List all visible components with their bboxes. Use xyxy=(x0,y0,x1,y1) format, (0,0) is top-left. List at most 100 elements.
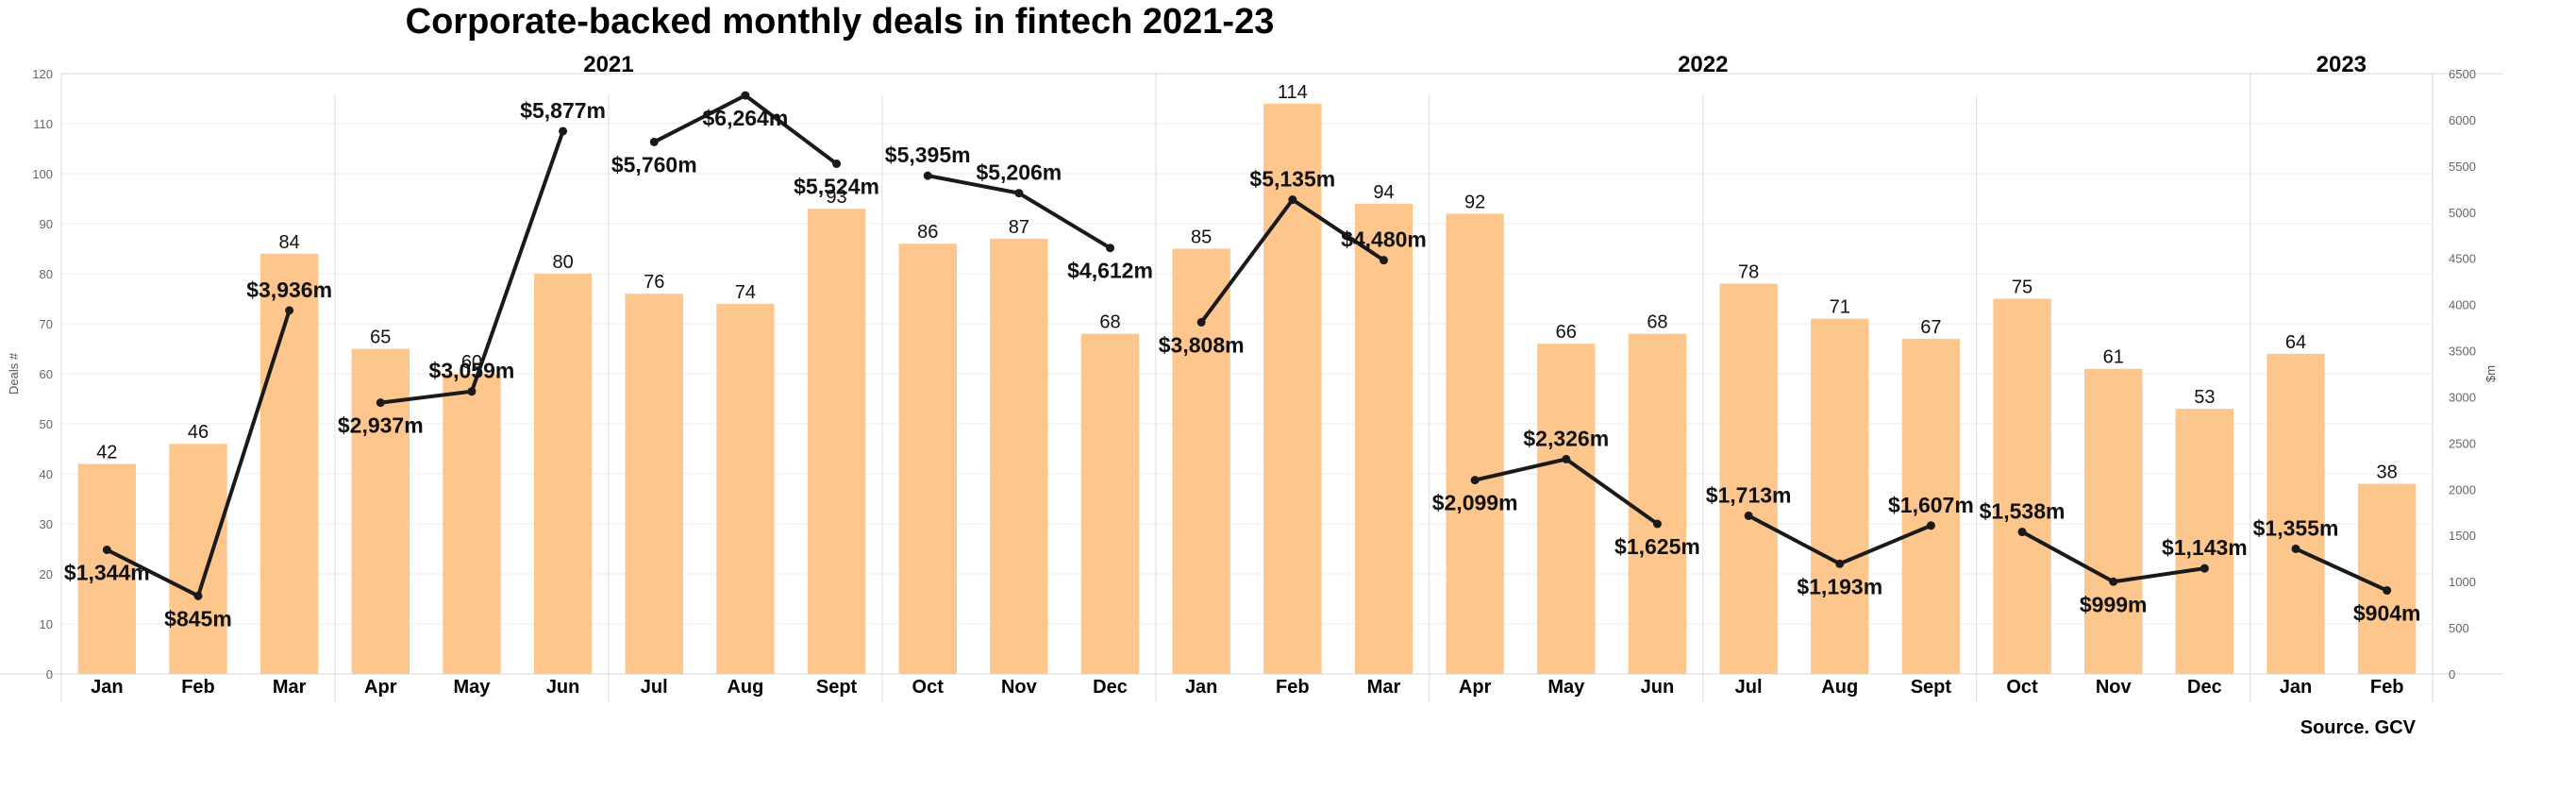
chart-title: Corporate-backed monthly deals in fintec… xyxy=(405,2,1275,42)
x-tick-label: Sept xyxy=(1911,677,1952,698)
y2-tick-label: 4000 xyxy=(2449,298,2476,312)
bar-value-label: 86 xyxy=(917,222,938,243)
deal-value-point xyxy=(2109,577,2118,586)
year-label: 2022 xyxy=(1678,52,1728,77)
bar-feb xyxy=(2357,483,2417,674)
bar-aug xyxy=(716,303,775,674)
deal-value-point xyxy=(832,159,842,168)
line-value-label: $3,936m xyxy=(246,278,332,302)
line-value-label: $2,937m xyxy=(338,413,424,438)
x-tick-label: Sept xyxy=(816,677,858,698)
bar-value-label: 94 xyxy=(1373,182,1394,203)
bar-feb xyxy=(169,444,227,674)
line-value-label: $845m xyxy=(164,606,232,631)
y-tick-label: 10 xyxy=(40,617,53,631)
deal-value-point xyxy=(2291,544,2300,553)
line-value-label: $5,524m xyxy=(794,174,879,198)
bar-oct xyxy=(898,244,957,674)
line-value-label: $3,059m xyxy=(429,359,515,383)
bar-value-label: 93 xyxy=(826,187,846,208)
bar-oct xyxy=(1993,298,2051,674)
bar-dec xyxy=(1080,333,1140,674)
x-tick-label: Aug xyxy=(1821,677,1858,698)
bar-jan xyxy=(1172,248,1230,674)
x-tick-label: Dec xyxy=(2187,677,2222,698)
bar-may xyxy=(1537,344,1596,674)
bar-value-label: 87 xyxy=(1009,217,1029,238)
bar-value-label: 53 xyxy=(2194,387,2215,408)
line-value-label: $5,760m xyxy=(611,152,697,177)
x-tick-label: Oct xyxy=(912,677,945,698)
deal-value-point xyxy=(1652,519,1662,529)
line-value-label: $3,808m xyxy=(1159,332,1245,357)
line-value-label: $5,206m xyxy=(976,160,1062,185)
line-value-label: $2,099m xyxy=(1432,491,1518,515)
bar-value-label: 78 xyxy=(1738,262,1759,283)
x-tick-label: Apr xyxy=(364,677,397,698)
bar-value-label: 85 xyxy=(1191,227,1212,248)
bar-jun xyxy=(1628,333,1687,674)
bar-jun xyxy=(533,274,593,674)
line-value-label: $4,480m xyxy=(1341,227,1427,252)
y-tick-label: 40 xyxy=(40,467,53,481)
bar-value-label: 76 xyxy=(644,272,664,293)
deal-value-point xyxy=(1470,476,1480,485)
y2-tick-label: 6000 xyxy=(2449,113,2476,127)
bar-aug xyxy=(1811,318,1869,674)
line-value-label: $6,264m xyxy=(702,106,788,130)
line-value-label: $1,355m xyxy=(2253,515,2339,540)
y-tick-label: 50 xyxy=(40,417,53,431)
deal-value-point xyxy=(1014,189,1024,198)
deal-value-line-segment xyxy=(2295,547,2388,593)
bar-value-label: 84 xyxy=(279,232,300,253)
bar-value-label: 68 xyxy=(1099,312,1120,333)
deal-value-point xyxy=(2383,586,2392,596)
bar-nov xyxy=(2084,368,2143,674)
y-tick-label: 0 xyxy=(46,667,53,682)
bar-value-label: 71 xyxy=(1830,297,1850,318)
line-value-label: $1,193m xyxy=(1797,574,1882,598)
x-tick-label: Jan xyxy=(1185,677,1217,698)
bar-value-label: 92 xyxy=(1464,192,1485,212)
x-tick-label: Jun xyxy=(1641,677,1675,698)
deal-value-point xyxy=(1288,195,1297,205)
y-tick-label: 90 xyxy=(40,217,53,231)
deal-value-point xyxy=(1926,521,1935,530)
line-value-label: $5,877m xyxy=(520,98,606,123)
x-tick-label: Jul xyxy=(641,677,668,698)
bar-value-label: 38 xyxy=(2377,463,2398,483)
bar-jul xyxy=(1719,283,1778,674)
deal-value-point xyxy=(2200,564,2209,573)
bar-sept xyxy=(1901,338,1961,674)
x-tick-label: Mar xyxy=(1367,677,1401,698)
y2-tick-label: 500 xyxy=(2449,621,2469,635)
y-tick-label: 100 xyxy=(32,167,53,181)
bar-dec xyxy=(2175,409,2234,674)
x-tick-label: Apr xyxy=(1459,677,1492,698)
deal-value-point xyxy=(1379,256,1388,265)
y2-tick-label: 4500 xyxy=(2449,252,2476,266)
x-tick-label: Jun xyxy=(546,677,580,698)
bar-value-label: 74 xyxy=(735,282,756,303)
x-tick-label: Dec xyxy=(1093,677,1128,698)
deal-value-point xyxy=(649,137,659,146)
bar-value-label: 64 xyxy=(2285,332,2306,353)
bar-mar xyxy=(259,253,319,674)
deal-value-point xyxy=(193,591,203,600)
line-value-label: $904m xyxy=(2353,601,2421,626)
bar-jan xyxy=(2267,353,2325,674)
line-value-label: $5,395m xyxy=(885,143,971,167)
y-tick-label: 70 xyxy=(40,317,53,331)
y-tick-label: 120 xyxy=(32,67,53,81)
bar-sept xyxy=(807,209,866,674)
bar-value-label: 60 xyxy=(461,352,482,373)
deal-value-point xyxy=(2017,528,2027,537)
bar-value-label: 75 xyxy=(2012,278,2032,298)
deal-value-point xyxy=(923,171,932,180)
x-tick-label: Jan xyxy=(91,677,123,698)
bar-value-label: 80 xyxy=(552,252,573,273)
bar-apr xyxy=(351,348,410,674)
year-label: 2023 xyxy=(2317,52,2367,77)
deal-value-point xyxy=(467,387,477,396)
